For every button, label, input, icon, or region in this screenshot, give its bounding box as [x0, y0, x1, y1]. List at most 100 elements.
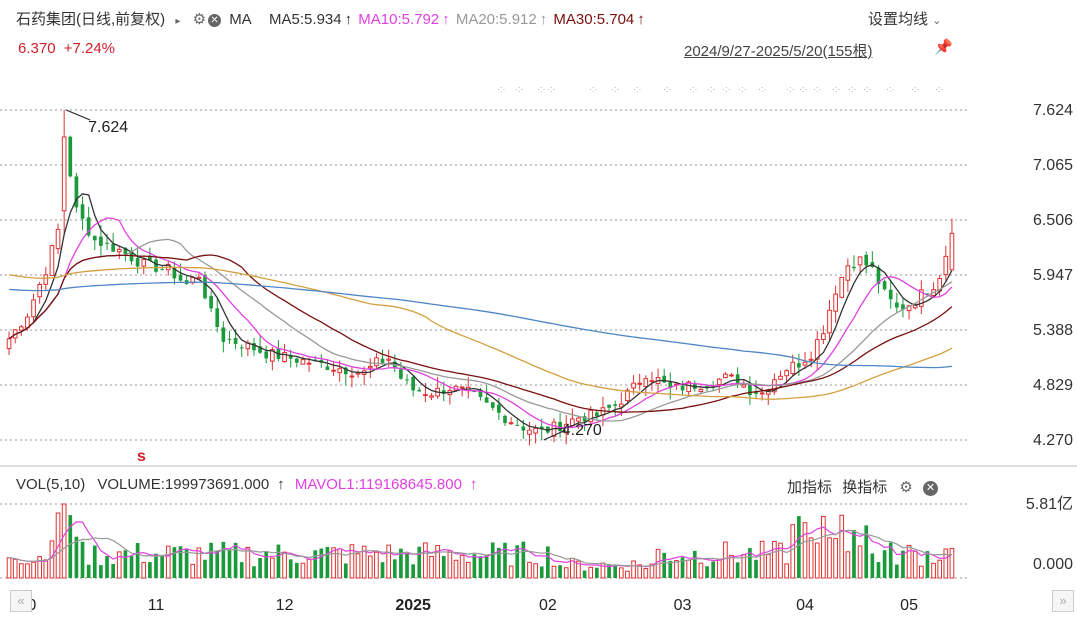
volume-close-icon[interactable]: ✕	[923, 481, 938, 496]
candle	[49, 244, 55, 276]
candle	[668, 372, 673, 400]
candle	[227, 330, 232, 344]
volume-gear-icon[interactable]: ⚙	[899, 479, 913, 496]
volume-bar	[160, 556, 164, 578]
price-tick-label: 5.388	[1033, 322, 1073, 339]
volume-value: VOLUME:199973691.000	[97, 476, 270, 493]
volume-bar	[649, 563, 655, 579]
ma-line	[8, 254, 953, 413]
volume-bar	[252, 566, 256, 578]
volume-bar	[912, 550, 918, 579]
date-range-text: 2024/9/27-2025/5/20(155根)	[684, 43, 873, 60]
volume-bar	[355, 553, 361, 579]
ma-settings-button[interactable]: 设置均线 ⌄	[868, 8, 941, 29]
volume-bar	[386, 544, 391, 579]
candle	[625, 387, 630, 405]
switch-indicator-button[interactable]: 换指标	[842, 479, 888, 496]
high-pointer	[65, 109, 91, 121]
candle	[649, 371, 655, 391]
scroll-left-button[interactable]: «	[10, 590, 32, 612]
volume-bar	[754, 559, 758, 578]
volume-bar	[178, 546, 183, 578]
scroll-right-button[interactable]: »	[1052, 590, 1074, 612]
ma5-value: MA5:5.934	[269, 11, 342, 28]
mavol1-value: MAVOL1:119168645.800	[294, 476, 462, 493]
volume-bar	[172, 547, 177, 578]
volume-bar	[735, 562, 740, 578]
volume-bar	[937, 559, 943, 579]
volume-bar	[294, 562, 299, 578]
volume-bar	[25, 563, 30, 579]
candle	[215, 298, 220, 333]
candle	[148, 247, 152, 261]
candle	[759, 386, 765, 401]
x-tick-label: 02	[539, 597, 557, 614]
ma10-value: MA10:5.792	[358, 11, 440, 28]
volume-bar	[264, 551, 269, 578]
volume-bar	[765, 554, 771, 579]
close-icon[interactable]: ✕	[208, 14, 222, 27]
candle	[12, 329, 18, 344]
volume-bar	[631, 560, 636, 579]
ma20-value: MA20:5.912	[455, 11, 537, 28]
candle	[852, 255, 856, 272]
volume-bar	[349, 544, 355, 579]
event-dot-icon: ·:·	[848, 84, 857, 94]
volume-bar	[74, 536, 79, 578]
volume-bar	[906, 544, 912, 579]
volume-bar	[894, 564, 899, 578]
volume-ma-lines	[9, 521, 953, 568]
volume-bar	[870, 553, 875, 578]
candle	[411, 375, 415, 397]
candle	[337, 360, 343, 382]
candle	[857, 256, 863, 275]
volume-bar	[558, 565, 562, 578]
candle	[918, 280, 924, 315]
volume-arrow-icon: ↑	[277, 476, 285, 493]
candle	[637, 373, 643, 391]
volume-bar	[882, 550, 887, 578]
volume-bar	[6, 557, 12, 579]
candle	[165, 261, 171, 276]
candle	[74, 172, 79, 213]
candle	[754, 380, 758, 399]
candle	[209, 291, 213, 313]
volume-bar	[723, 541, 728, 579]
candle	[221, 321, 226, 353]
volume-bar	[325, 546, 330, 578]
volume-bar	[613, 564, 618, 578]
volume-bar	[203, 559, 207, 578]
pin-icon[interactable]: 📌	[934, 39, 953, 56]
candle	[778, 370, 783, 381]
volume-bar	[405, 553, 409, 578]
ma-settings-label: 设置均线	[868, 11, 929, 28]
volume-bar	[931, 562, 936, 579]
candle	[594, 409, 599, 420]
volume-bar	[258, 557, 262, 578]
volume-bar	[716, 559, 722, 579]
price-row: 6.370 +7.24%	[18, 40, 115, 57]
candle	[331, 360, 336, 376]
gear-icon[interactable]: ⚙	[192, 11, 207, 28]
expand-icon[interactable]: ▸	[175, 16, 181, 27]
candle	[459, 386, 465, 397]
volume-bar	[833, 538, 838, 579]
volume-bar	[68, 515, 73, 578]
candle	[949, 218, 955, 271]
vol-label: VOL(5,10)	[16, 476, 86, 493]
candle	[729, 373, 734, 377]
candle	[772, 373, 777, 395]
volume-bar	[478, 556, 483, 578]
indicator-tools: 加指标 换指标 ⚙ ✕	[787, 476, 938, 497]
volume-bar	[784, 563, 789, 579]
volume-bar	[790, 524, 796, 579]
ma-line	[8, 238, 953, 422]
event-dot-icon: ·:·	[786, 84, 795, 94]
ma-label: MA	[229, 11, 251, 28]
candle	[154, 256, 158, 274]
add-indicator-button[interactable]: 加指标	[787, 479, 833, 496]
volume-bar	[759, 540, 765, 579]
volume-bar	[943, 548, 949, 579]
volume-bar	[99, 565, 103, 578]
